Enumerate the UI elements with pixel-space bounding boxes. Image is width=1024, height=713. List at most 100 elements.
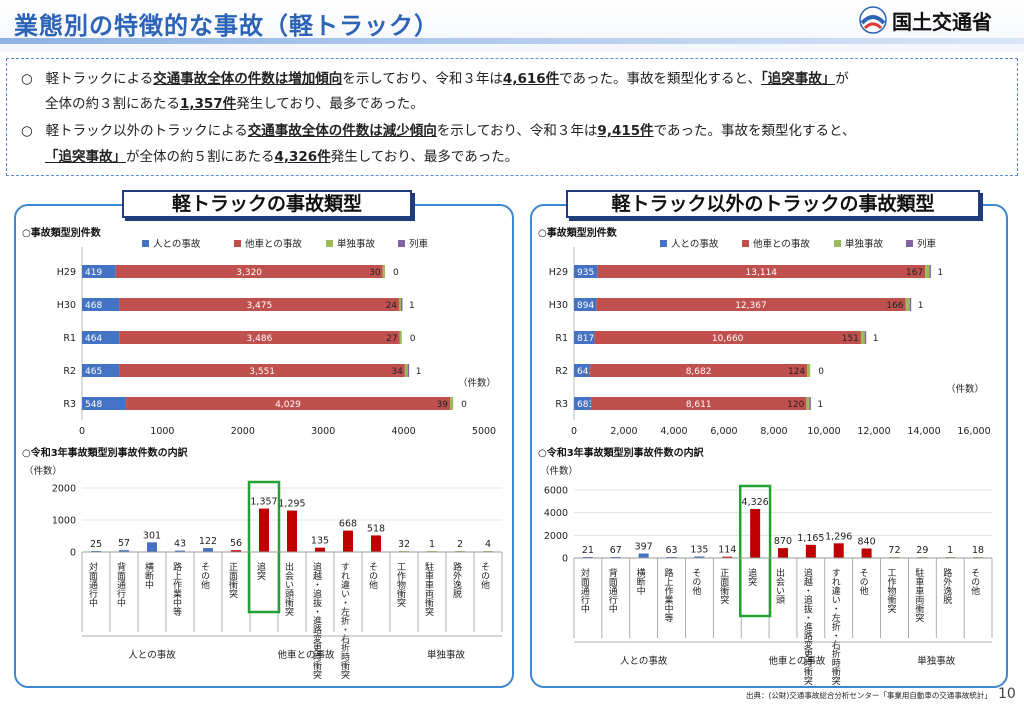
y-category-label: H29 bbox=[549, 267, 568, 278]
x-tick-label: 1000 bbox=[150, 426, 174, 437]
data-label: 3,475 bbox=[246, 301, 272, 311]
org-logo: 国土交通省 bbox=[858, 4, 1024, 36]
bar-segment bbox=[407, 364, 410, 377]
data-label: 3,551 bbox=[249, 367, 275, 377]
data-label: 464 bbox=[85, 334, 102, 344]
title-underline bbox=[0, 38, 1024, 44]
y-tick-label: 6000 bbox=[544, 486, 568, 497]
category-label: その他 bbox=[690, 568, 701, 596]
category-label: 追突 bbox=[255, 561, 266, 581]
chart-title: ○事故類型別件数 bbox=[538, 226, 618, 239]
data-label: 43 bbox=[174, 539, 186, 550]
bar bbox=[343, 530, 353, 552]
category-label: 対面通行中 bbox=[87, 561, 98, 608]
bullet2-text-1: 軽トラック以外のトラックによる bbox=[45, 123, 248, 139]
bullet1-text-2: を示しており、令和３年は bbox=[342, 71, 503, 87]
bar bbox=[861, 548, 872, 558]
chart-title: ○令和3年事故類型別事故件数の内訳 bbox=[22, 446, 189, 459]
bullet1-text-3: であった。事故を類型化すると、 bbox=[559, 71, 761, 87]
chart-title: ○事故類型別件数 bbox=[22, 226, 102, 239]
category-label: 工作物衝突 bbox=[885, 568, 896, 614]
category-label: 路上作業中等 bbox=[171, 561, 182, 616]
data-label: 120 bbox=[787, 400, 804, 410]
y-category-label: R2 bbox=[63, 366, 76, 377]
summary-bullet-1-line2: 全体の約３割にあたる1,357件発生しており、最多であった。 bbox=[45, 92, 424, 112]
y-tick-label: 0 bbox=[562, 554, 568, 565]
category-label: 工作物衝突 bbox=[395, 562, 406, 608]
data-label: 548 bbox=[85, 400, 102, 410]
legend-label: 他車との事故 bbox=[753, 238, 810, 250]
x-tick-label: 0 bbox=[571, 426, 577, 437]
bar-segment bbox=[449, 397, 454, 410]
bar-segment bbox=[929, 265, 931, 278]
bar-segment bbox=[909, 298, 912, 311]
page-title: 業態別の特徴的な事故（軽トラック） bbox=[14, 12, 439, 40]
bar-segment bbox=[574, 298, 597, 311]
data-label: 4,029 bbox=[275, 400, 301, 410]
legend-swatch bbox=[142, 240, 149, 247]
bar bbox=[750, 508, 761, 558]
bullet2-total-count: 9,415件 bbox=[597, 123, 654, 139]
data-label: 643 bbox=[577, 367, 594, 377]
data-label: 13,114 bbox=[746, 268, 778, 278]
group-label: 他車との事故 bbox=[768, 655, 825, 667]
data-label: 397 bbox=[635, 542, 653, 553]
bar bbox=[119, 550, 129, 552]
chart-right-breakdown: ○令和3年事故類型別事故件数の内訳 （件数） 0 2000 4000 6000 21 対面通行… bbox=[538, 446, 993, 686]
bar-segment bbox=[399, 331, 402, 344]
legend-label: 列車 bbox=[409, 238, 429, 250]
bar-segment bbox=[925, 265, 930, 278]
y-category-label: H29 bbox=[57, 267, 76, 278]
legend-label: 単独事故 bbox=[337, 238, 376, 250]
bar bbox=[833, 543, 844, 558]
category-label: 正面衝突 bbox=[227, 562, 238, 599]
bar bbox=[147, 542, 157, 552]
data-label: 8,682 bbox=[686, 367, 712, 377]
data-label: 72 bbox=[888, 545, 900, 556]
data-label: 135 bbox=[690, 544, 708, 555]
y-tick-label: 4000 bbox=[544, 508, 568, 519]
bar-segment bbox=[82, 298, 120, 311]
x-tick-label: 4000 bbox=[392, 426, 416, 437]
data-label: 4,326 bbox=[742, 497, 769, 508]
data-label: 32 bbox=[398, 539, 410, 550]
panel-title-other-truck: 軽トラック以外のトラックの事故類型 bbox=[566, 190, 980, 218]
category-label: その他 bbox=[367, 562, 378, 590]
category-label: その他 bbox=[858, 568, 869, 596]
data-label: 3,320 bbox=[236, 268, 262, 278]
bar-segment bbox=[119, 364, 405, 377]
bullet-mark: ○ bbox=[21, 71, 33, 87]
summary-bullet-1-line1: ○ 軽トラックによる交通事故全体の件数は増加傾向を示しており、令和３年は4,61… bbox=[21, 67, 849, 87]
x-tick-label: 16,000 bbox=[957, 426, 990, 437]
category-label: 追突 bbox=[746, 567, 757, 587]
data-label: 0 bbox=[461, 400, 467, 410]
bullet2-text-4: が全体の約５割にあたる bbox=[126, 149, 275, 165]
bar-segment bbox=[115, 265, 383, 278]
bar-segment bbox=[807, 364, 811, 377]
bullet2-text-3: であった。事故を類型化すると、 bbox=[653, 123, 856, 139]
x-tick-label: 2,000 bbox=[610, 426, 637, 437]
data-label: 122 bbox=[199, 536, 217, 547]
bullet1-rear-end-count: 1,357件 bbox=[180, 96, 237, 112]
data-label: 29 bbox=[916, 545, 928, 556]
bar-segment bbox=[809, 397, 811, 410]
data-label: 518 bbox=[367, 523, 385, 534]
bar bbox=[175, 550, 185, 552]
category-label: 背面通行中 bbox=[607, 567, 618, 614]
data-label: 840 bbox=[858, 536, 876, 547]
title-bar: 業態別の特徴的な事故（軽トラック） 国土交通省 bbox=[0, 0, 1024, 52]
bar bbox=[778, 548, 788, 558]
bar-segment bbox=[860, 331, 865, 344]
bullet1-emphasis-rear-end: 「追突事故」 bbox=[760, 71, 836, 87]
category-label: 路外逸脱 bbox=[451, 561, 462, 599]
bar bbox=[399, 550, 409, 552]
bar-segment bbox=[590, 364, 808, 377]
data-label: 1 bbox=[409, 301, 415, 311]
data-label: 21 bbox=[582, 545, 594, 556]
x-tick-label: 2000 bbox=[231, 426, 255, 437]
summary-bullet-2-line2: 「追突事故」が全体の約５割にあたる4,326件発生しており、最多であった。 bbox=[45, 145, 518, 165]
category-label: 対面通行中 bbox=[579, 567, 590, 614]
y-category-label: H30 bbox=[57, 300, 76, 311]
data-label: 39 bbox=[437, 400, 449, 410]
data-label: 1,295 bbox=[278, 499, 305, 510]
